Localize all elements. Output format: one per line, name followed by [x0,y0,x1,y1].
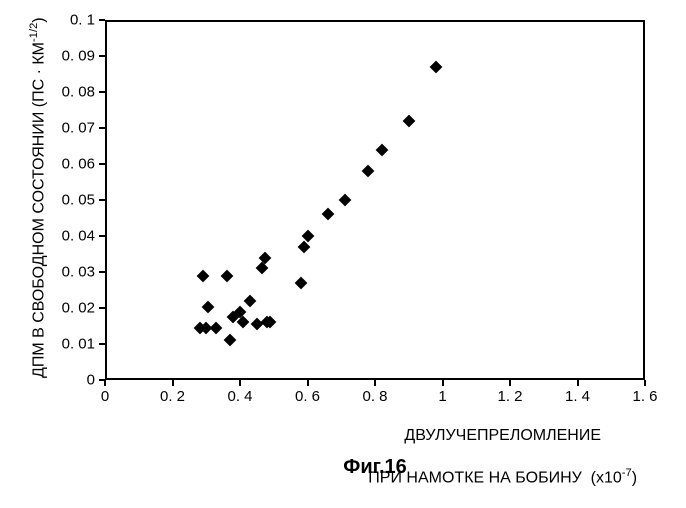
x-tick [172,380,174,386]
y-tick [99,163,105,165]
y-tick-label: 0. 04 [62,228,95,245]
x-axis-label-sup: -7 [622,467,632,479]
y-axis-label-text-a: ДПМ В СВОБОДНОМ СОСТОЯНИИ (ПС · КМ [30,42,47,378]
x-tick-label: 1. 2 [497,388,522,405]
y-tick-label: 0. 01 [62,336,95,353]
y-tick [99,127,105,129]
x-tick [644,380,646,386]
y-tick-label: 0 [87,372,95,389]
y-tick-label: 0. 03 [62,264,95,281]
x-tick [239,380,241,386]
x-axis-label: ДВУЛУЧЕПРЕЛОМЛЕНИЕ ПРИ НАМОТКЕ НА БОБИНУ… [278,406,686,508]
x-tick-label: 1. 6 [632,388,657,405]
y-axis-label: ДПМ В СВОБОДНОМ СОСТОЯНИИ (ПС · КМ-1/2) [28,18,48,378]
y-tick-label: 0. 1 [70,12,95,29]
y-tick-label: 0. 09 [62,48,95,65]
y-tick-label: 0. 08 [62,84,95,101]
x-tick [442,380,444,386]
x-tick-label: 1 [438,388,446,405]
y-tick [99,199,105,201]
x-tick-label: 0. 8 [362,388,387,405]
x-axis-label-line1: ДВУЛУЧЕПРЕЛОМЛЕНИЕ [404,427,601,444]
x-tick [577,380,579,386]
y-tick [99,379,105,381]
y-tick-label: 0. 02 [62,300,95,317]
y-axis-label-sup: -1/2 [28,23,40,42]
x-tick [307,380,309,386]
x-axis-label-line2b: ) [632,469,637,486]
y-axis-label-text-b: ) [30,17,47,22]
x-tick-label: 0. 4 [227,388,252,405]
x-tick-label: 0. 2 [160,388,185,405]
x-tick [509,380,511,386]
plot-frame [105,20,645,380]
y-tick-label: 0. 07 [62,120,95,137]
figure-caption: Фиг.16 [343,456,407,479]
y-tick [99,19,105,21]
figure-container: 0 0. 2 0. 4 0. 6 0. 8 1 1. 2 1. 4 1. 6 0 0. 01 0. … [0,0,686,500]
x-tick [374,380,376,386]
y-tick [99,55,105,57]
x-tick-label: 0 [101,388,109,405]
x-tick-label: 1. 4 [565,388,590,405]
y-tick [99,307,105,309]
y-tick-label: 0. 05 [62,192,95,209]
y-tick [99,91,105,93]
y-tick-label: 0. 06 [62,156,95,173]
x-tick-label: 0. 6 [295,388,320,405]
y-tick [99,271,105,273]
y-tick [99,235,105,237]
y-tick [99,343,105,345]
